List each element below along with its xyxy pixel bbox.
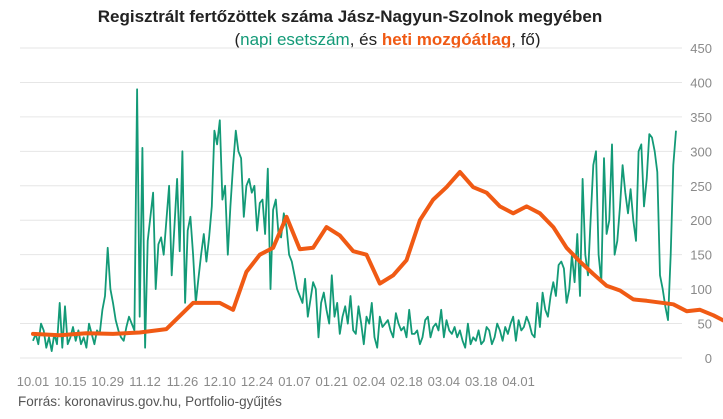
x-tick-label: 04.01: [502, 374, 535, 389]
subtitle-separator: , és: [349, 30, 382, 49]
y-tick-label: 300: [690, 144, 712, 159]
x-tick-label: 10.01: [17, 374, 50, 389]
x-tick-label: 10.29: [91, 374, 124, 389]
legend-daily-label: napi esetszám: [240, 30, 350, 49]
y-tick-label: 100: [690, 282, 712, 297]
x-tick-label: 02.18: [390, 374, 423, 389]
weekly-average-line: [31, 170, 723, 338]
x-tick-label: 11.12: [129, 374, 161, 389]
y-axis: 0 50 100 150 200 250 300 350 400 450: [690, 41, 712, 366]
x-tick-label: 12.10: [203, 374, 236, 389]
x-tick-label: 01.07: [278, 374, 311, 389]
y-tick-label: 50: [698, 317, 712, 332]
plot-area: [31, 88, 723, 353]
y-tick-label: 400: [690, 75, 712, 90]
subtitle-open: (: [234, 30, 241, 49]
x-tick-label: 02.04: [353, 374, 386, 389]
x-tick-label: 12.24: [241, 374, 274, 389]
y-tick-label: 250: [690, 179, 712, 194]
daily-cases-line: [32, 88, 677, 353]
y-tick-label: 200: [690, 213, 712, 228]
x-tick-label: 10.15: [54, 374, 87, 389]
x-tick-label: 11.26: [167, 374, 199, 389]
subtitle-close: , fő): [511, 30, 541, 49]
chart-subtitle: (napi esetszám, és heti mozgóátlag, fő): [0, 30, 723, 50]
legend-average-label: heti mozgóátlag: [381, 30, 512, 49]
y-tick-label: 0: [705, 351, 712, 366]
y-tick-label: 350: [690, 110, 712, 125]
y-tick-label: 450: [690, 41, 712, 56]
x-axis: 10.01 10.15 10.29 11.12 11.26 12.10 12.24 01.07…: [17, 374, 535, 389]
x-tick-label: 03.18: [465, 374, 498, 389]
x-tick-label: 01.21: [316, 374, 349, 389]
x-tick-label: 03.04: [428, 374, 461, 389]
source-note: Forrás: koronavirus.gov.hu, Portfolio-gy…: [18, 394, 282, 409]
y-tick-label: 150: [690, 248, 712, 263]
chart-title: Regisztrált fertőzöttek száma Jász-Nagyu…: [97, 7, 603, 26]
